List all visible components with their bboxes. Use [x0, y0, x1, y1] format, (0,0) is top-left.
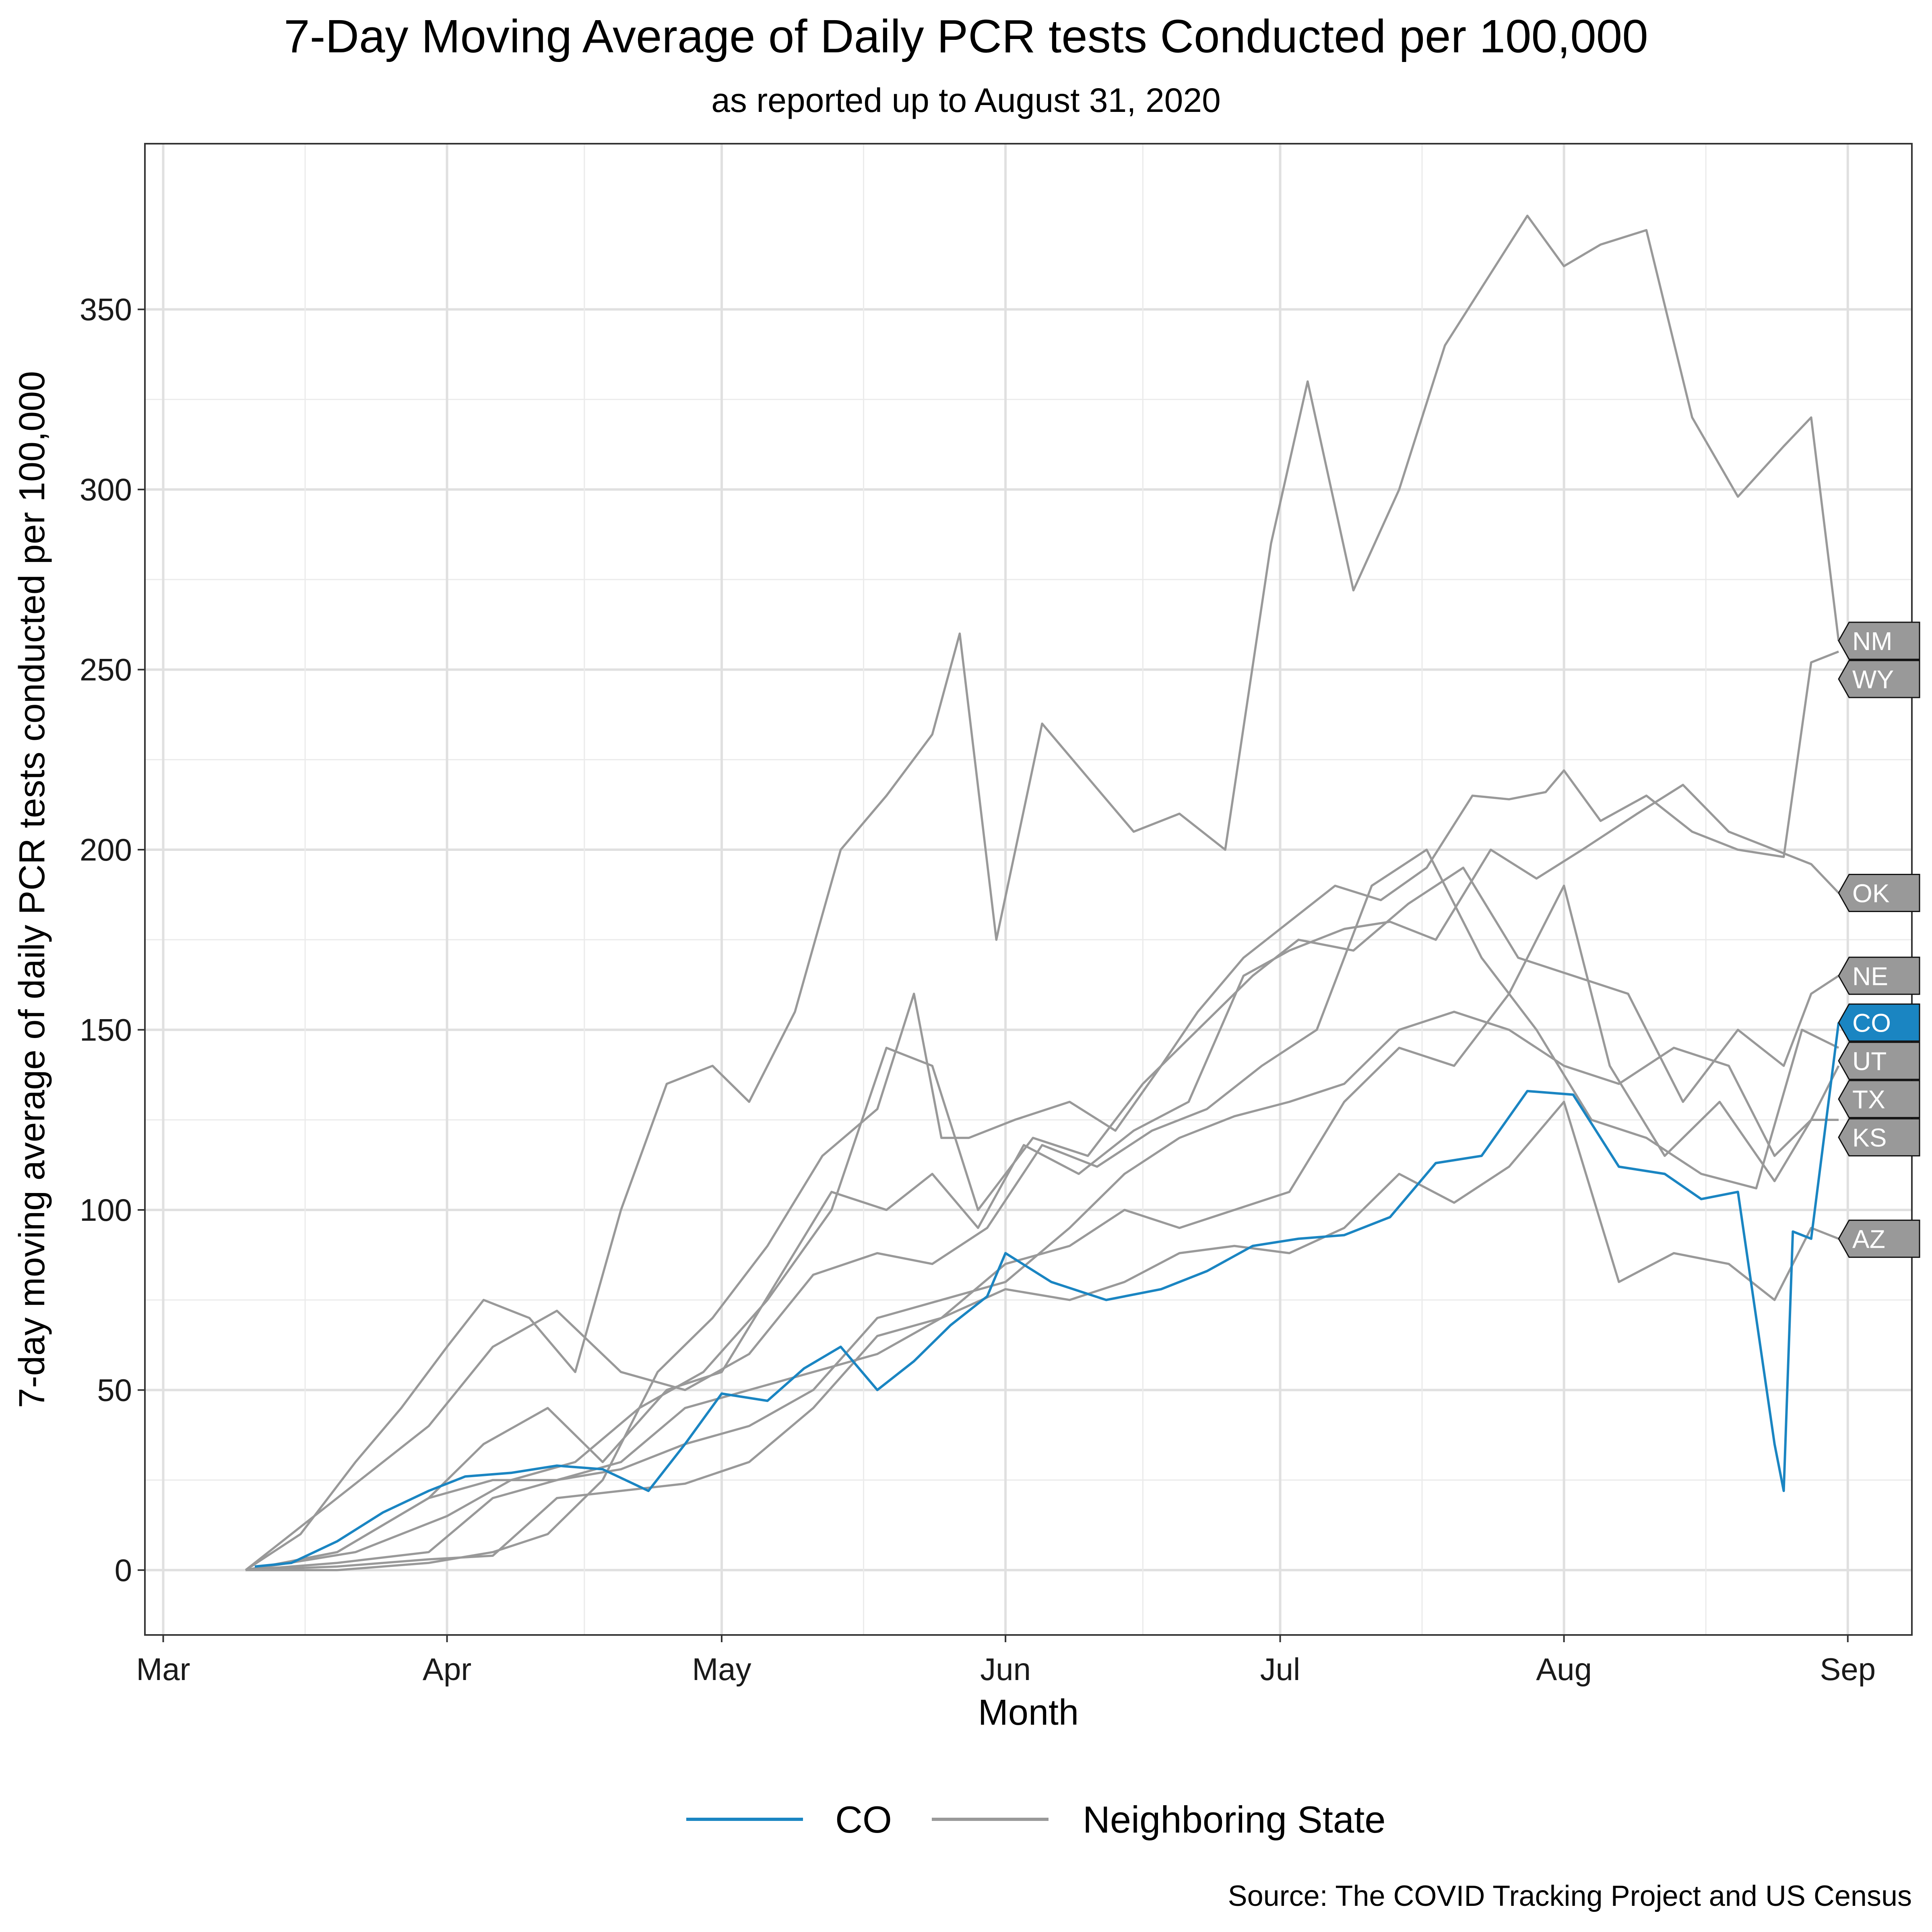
series-line-ok [245, 784, 1839, 1571]
plot-panel [145, 144, 1912, 1635]
legend-label-co: CO [835, 1798, 892, 1841]
y-tick-label: 350 [80, 292, 132, 327]
x-tick-label: Jun [980, 1651, 1031, 1687]
source-caption: Source: The COVID Tracking Project and U… [1228, 1880, 1912, 1912]
y-tick-label: 150 [80, 1012, 132, 1048]
end-tag-label-ne: NE [1852, 962, 1888, 991]
y-tick-label: 300 [80, 472, 132, 507]
series-line-ne [245, 867, 1839, 1571]
y-tick-label: 0 [115, 1552, 132, 1588]
legend-label-neighboring-state: Neighboring State [1083, 1798, 1386, 1841]
end-tag-ok [1838, 873, 1920, 912]
y-axis: 0 50 100 150 200 250 300 350 [80, 292, 145, 1588]
end-tag-ut [1838, 1042, 1920, 1080]
end-tag-label-co: CO [1852, 1009, 1891, 1038]
series-line-ks [245, 1011, 1839, 1571]
y-tick-label: 100 [80, 1192, 132, 1228]
series-line-ut [245, 848, 1839, 1571]
end-tag-az [1838, 1220, 1920, 1258]
x-tick-label: Aug [1536, 1651, 1592, 1687]
end-tag-label-wy: WY [1852, 665, 1894, 694]
series-line-az [246, 1100, 1839, 1571]
end-tag-label-ks: KS [1852, 1123, 1887, 1152]
series-line-tx [245, 884, 1840, 1571]
end-tag-tx [1838, 1080, 1920, 1119]
end-tag-ne [1838, 956, 1920, 995]
x-tick-label: Apr [423, 1651, 471, 1687]
end-tag-co [1838, 1003, 1920, 1042]
y-tick-label: 50 [97, 1372, 132, 1408]
end-tag-label-tx: TX [1852, 1085, 1885, 1114]
x-tick-label: Jul [1260, 1651, 1300, 1687]
x-axis: Mar Apr May Jun Jul Aug Sep [136, 1635, 1876, 1687]
end-tag-wy [1838, 660, 1920, 698]
end-tag-label-nm: NM [1852, 627, 1893, 656]
series-line-nm [245, 215, 1840, 1571]
grid-lines [145, 144, 1912, 1635]
end-tag-label-az: AZ [1852, 1225, 1885, 1254]
end-tag-ks [1838, 1118, 1920, 1157]
chart-subtitle: as reported up to August 31, 2020 [711, 81, 1221, 119]
series-lines [245, 215, 1840, 1571]
x-tick-label: Mar [136, 1651, 190, 1687]
y-tick-label: 200 [80, 832, 132, 867]
end-tag-label-ut: UT [1852, 1047, 1887, 1076]
end-tag-nm [1838, 621, 1920, 660]
x-tick-label: May [692, 1651, 751, 1687]
x-axis-title: Month [978, 1693, 1079, 1733]
x-tick-label: Sep [1820, 1651, 1876, 1687]
end-tag-label-ok: OK [1852, 879, 1889, 908]
legend: CO Neighboring State [686, 1798, 1386, 1841]
series-line-co [254, 1022, 1840, 1568]
y-tick-label: 250 [80, 652, 132, 687]
y-axis-title: 7-day moving average of daily PCR tests … [12, 371, 52, 1408]
series-end-tags: NM WY OK NE CO UT TX KS AZ [1838, 621, 1920, 1258]
chart-title: 7-Day Moving Average of Daily PCR tests … [284, 10, 1648, 62]
